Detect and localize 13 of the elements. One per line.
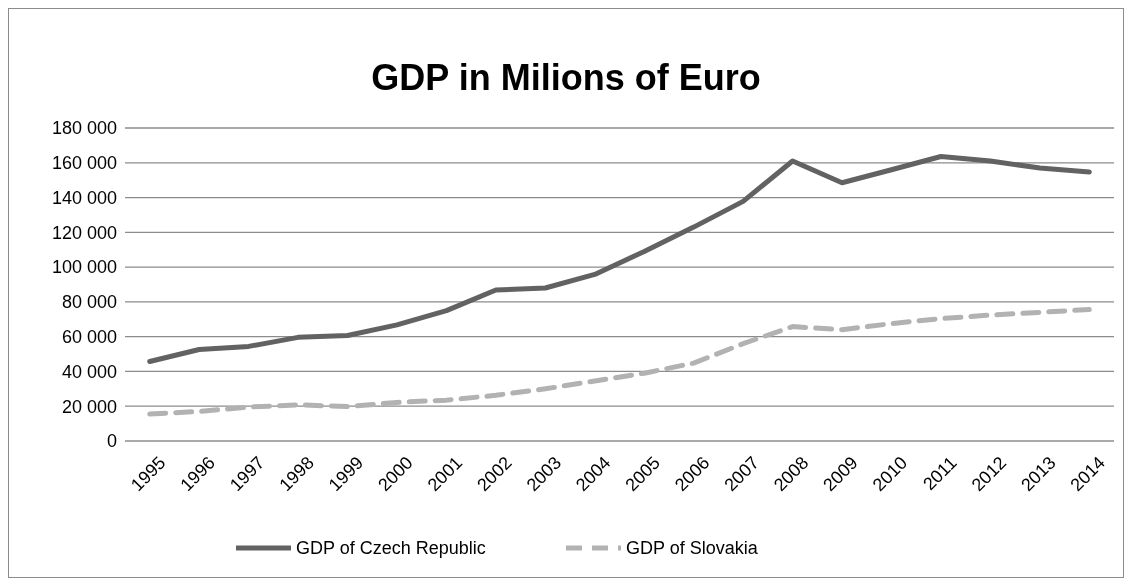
y-tick-label: 180 000	[51, 118, 117, 139]
y-tick-label: 40 000	[61, 361, 117, 382]
chart-title: GDP in Milions of Euro	[371, 57, 761, 98]
y-tick-label: 20 000	[61, 396, 117, 417]
y-tick-label: 0	[106, 431, 117, 452]
y-tick-label: 140 000	[51, 187, 117, 208]
y-tick-label: 160 000	[51, 153, 117, 174]
legend-label: GDP of Slovakia	[626, 538, 759, 559]
y-tick-label: 60 000	[61, 326, 117, 347]
y-tick-label: 120 000	[51, 222, 117, 243]
y-tick-label: 100 000	[51, 257, 117, 278]
y-tick-label: 80 000	[61, 292, 117, 313]
legend-label: GDP of Czech Republic	[296, 538, 486, 559]
